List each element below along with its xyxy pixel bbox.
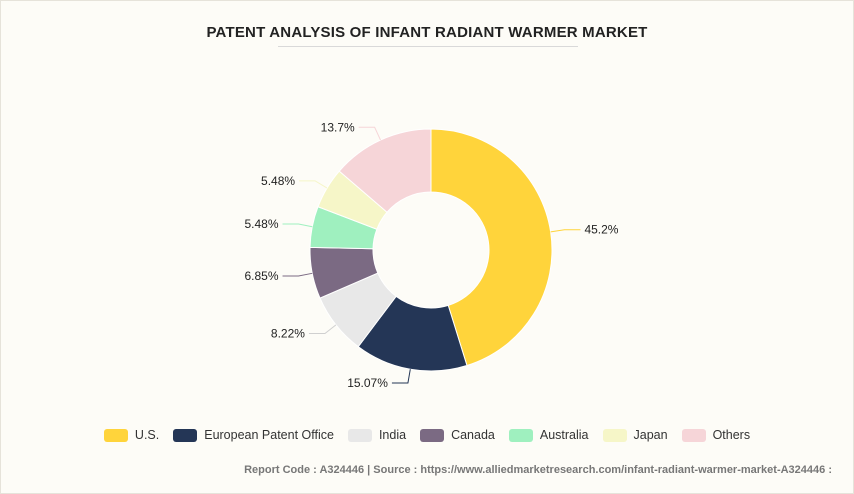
legend-swatch (103, 428, 128, 442)
legend-swatch (420, 428, 445, 442)
slice-u-s[interactable] (430, 128, 553, 367)
legend-swatch (347, 428, 372, 442)
data-label-european-patent-office: 15.07% (347, 376, 388, 390)
leader-u-s (550, 229, 581, 233)
data-label-india: 8.22% (271, 327, 305, 341)
legend-item-others[interactable]: Others (681, 428, 751, 442)
chart-title: PATENT ANALYSIS OF INFANT RADIANT WARMER… (206, 24, 648, 41)
legend-item-japan[interactable]: Japan (602, 428, 668, 442)
legend-item-european-patent-office[interactable]: European Patent Office (173, 428, 334, 442)
legend-label: European Patent Office (204, 428, 334, 442)
legend-swatch (681, 428, 706, 442)
legend-swatch (173, 428, 198, 442)
leader-australia (282, 223, 313, 228)
legend-item-u-s[interactable]: U.S. (103, 428, 160, 442)
leader-european-patent-office (391, 369, 411, 384)
data-labels: 45.2% 15.07% 8.22% 6.85% 5.48% 5.48% 13.7% (244, 120, 618, 390)
legend-label: Canada (451, 428, 495, 442)
legend-item-india[interactable]: India (347, 428, 407, 442)
legend-label: Australia (539, 428, 589, 442)
legend-label: India (378, 428, 407, 442)
source-footer: Report Code : A324446 | Source : https:/… (244, 464, 832, 476)
legend-item-canada[interactable]: Canada (420, 428, 495, 442)
data-label-japan: 5.48% (261, 174, 295, 188)
legend-label: U.S. (134, 428, 160, 442)
data-label-canada: 6.85% (244, 269, 278, 283)
leader-lines (282, 126, 581, 384)
legend-label: Japan (633, 428, 668, 442)
legend-swatch (602, 428, 627, 442)
title-underline (278, 46, 578, 47)
data-label-others: 13.7% (321, 120, 355, 134)
leader-others (358, 126, 381, 141)
data-label-australia: 5.48% (244, 217, 278, 231)
leader-india (308, 324, 337, 335)
slice-others[interactable] (338, 128, 432, 213)
leader-japan (299, 180, 328, 189)
legend-label: Others (712, 428, 751, 442)
legend-item-australia[interactable]: Australia (508, 428, 589, 442)
legend-swatch (508, 428, 533, 442)
chart-legend: U.S. European Patent Office India Canada Aus… (0, 428, 854, 442)
data-label-u-s: 45.2% (584, 223, 618, 237)
donut-slices (309, 128, 553, 372)
leader-canada (282, 272, 313, 277)
